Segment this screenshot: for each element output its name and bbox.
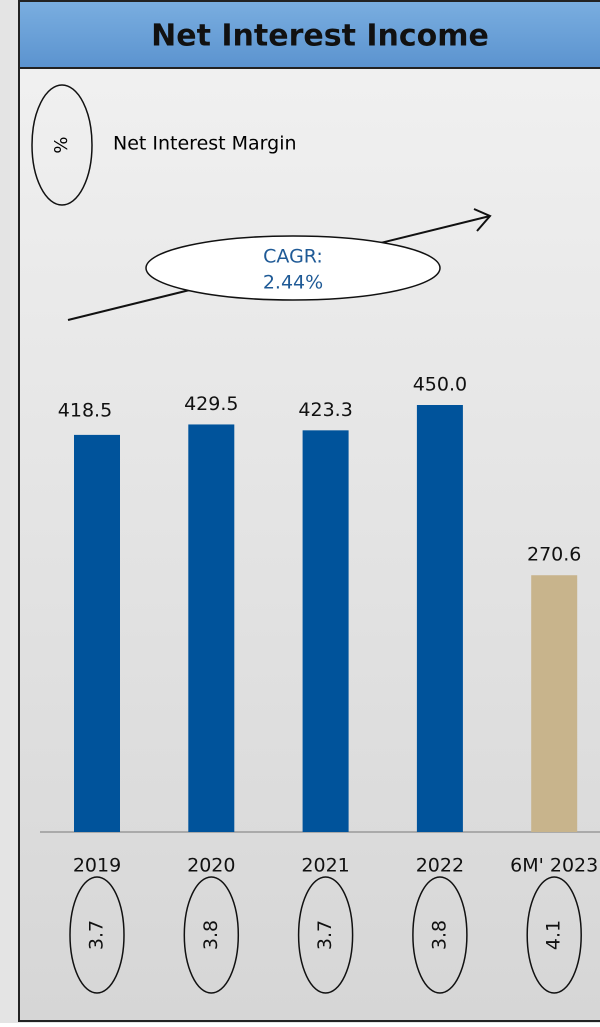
bar [302, 430, 349, 832]
arrow-head [473, 208, 492, 232]
header [18, 0, 600, 69]
cagr-value: 2.44% [263, 272, 323, 294]
bar [74, 434, 120, 832]
x-tick-label: 2022 [416, 855, 464, 877]
bar [416, 405, 463, 832]
bar [531, 575, 578, 832]
value-label: 423.3 [298, 399, 352, 421]
margin-label: 3.7 [314, 920, 336, 950]
legend-label: Net Interest Margin [113, 133, 297, 155]
x-tick-label: 2020 [187, 855, 235, 877]
x-tick-label: 2019 [73, 855, 121, 877]
value-label: 270.6 [527, 544, 581, 566]
cagr-ellipse [145, 235, 441, 301]
margin-label: 3.8 [200, 920, 222, 950]
margin-ellipse [183, 876, 240, 994]
margin-ellipse [526, 876, 582, 994]
bar [188, 424, 235, 832]
margin-ellipse [412, 876, 468, 994]
margin-label: 4.1 [543, 920, 565, 950]
x-tick-label: 6M' 2023 [510, 855, 598, 877]
legend-symbol: % [51, 136, 72, 153]
margin-label: 3.7 [86, 920, 108, 950]
chart-title: Net Interest Income [151, 19, 489, 54]
x-tick-label: 2021 [301, 855, 349, 877]
margin-label: 3.8 [428, 920, 450, 950]
value-label: 418.5 [58, 399, 112, 421]
margin-ellipse [297, 876, 354, 994]
value-label: 429.5 [184, 393, 238, 415]
value-label: 450.0 [413, 374, 467, 396]
margin-ellipse [69, 876, 125, 994]
legend-ellipse [31, 84, 93, 206]
cagr-label: CAGR: [263, 246, 323, 268]
